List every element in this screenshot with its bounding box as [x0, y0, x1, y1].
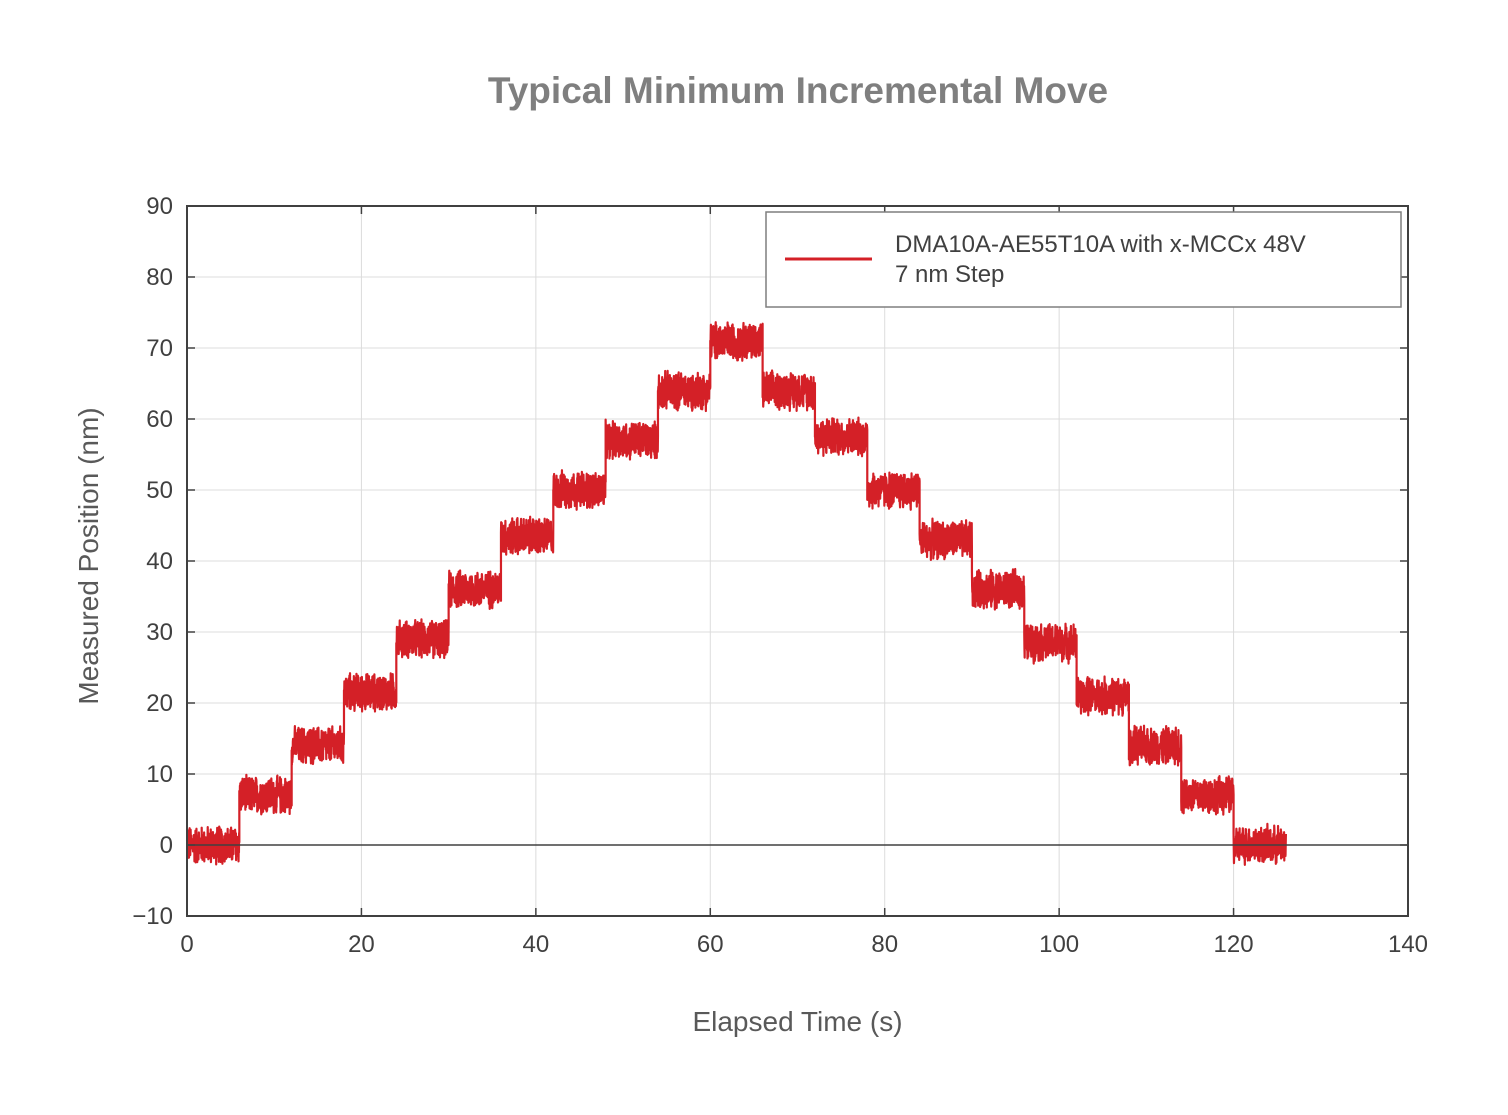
y-tick-label: 30: [146, 619, 173, 646]
y-tick-label: 40: [146, 548, 173, 575]
x-tick-label: 120: [1214, 931, 1254, 958]
axes: 0 20 40 60 80 100 120 140 −10 0 10 20 30 40 50 60 70 80 90: [132, 193, 1428, 958]
x-tick-label: 80: [871, 931, 898, 958]
legend: DMA10A-AE55T10A with x-MCCx 48V 7 nm Step: [765, 211, 1402, 308]
chart-title: Typical Minimum Incremental Move: [487, 70, 1109, 111]
legend-label: DMA10A-AE55T10A with x-MCCx 48V: [895, 231, 1306, 258]
x-axis-title: Elapsed Time (s): [692, 1006, 902, 1037]
x-tick-label: 40: [523, 931, 550, 958]
y-tick-label: 0: [160, 832, 173, 859]
y-tick-label: 20: [146, 690, 173, 717]
y-tick-label: 70: [146, 335, 173, 362]
y-tick-label: 50: [146, 477, 173, 504]
x-tick-label: 140: [1388, 931, 1428, 958]
legend-label: 7 nm Step: [895, 261, 1004, 288]
y-tick-label: 60: [146, 406, 173, 433]
y-tick-label: 80: [146, 264, 173, 291]
x-tick-label: 60: [697, 931, 724, 958]
x-tick-label: 100: [1039, 931, 1079, 958]
grid-lines: [187, 206, 1408, 916]
y-axis-title: Measured Position (nm): [73, 407, 104, 704]
series-line: [185, 321, 1287, 866]
y-tick-label: 90: [146, 193, 173, 220]
y-tick-label: 10: [146, 761, 173, 788]
x-tick-label: 0: [180, 931, 193, 958]
series-layer: [185, 321, 1287, 866]
y-tick-label: −10: [132, 903, 173, 930]
x-tick-label: 20: [348, 931, 375, 958]
